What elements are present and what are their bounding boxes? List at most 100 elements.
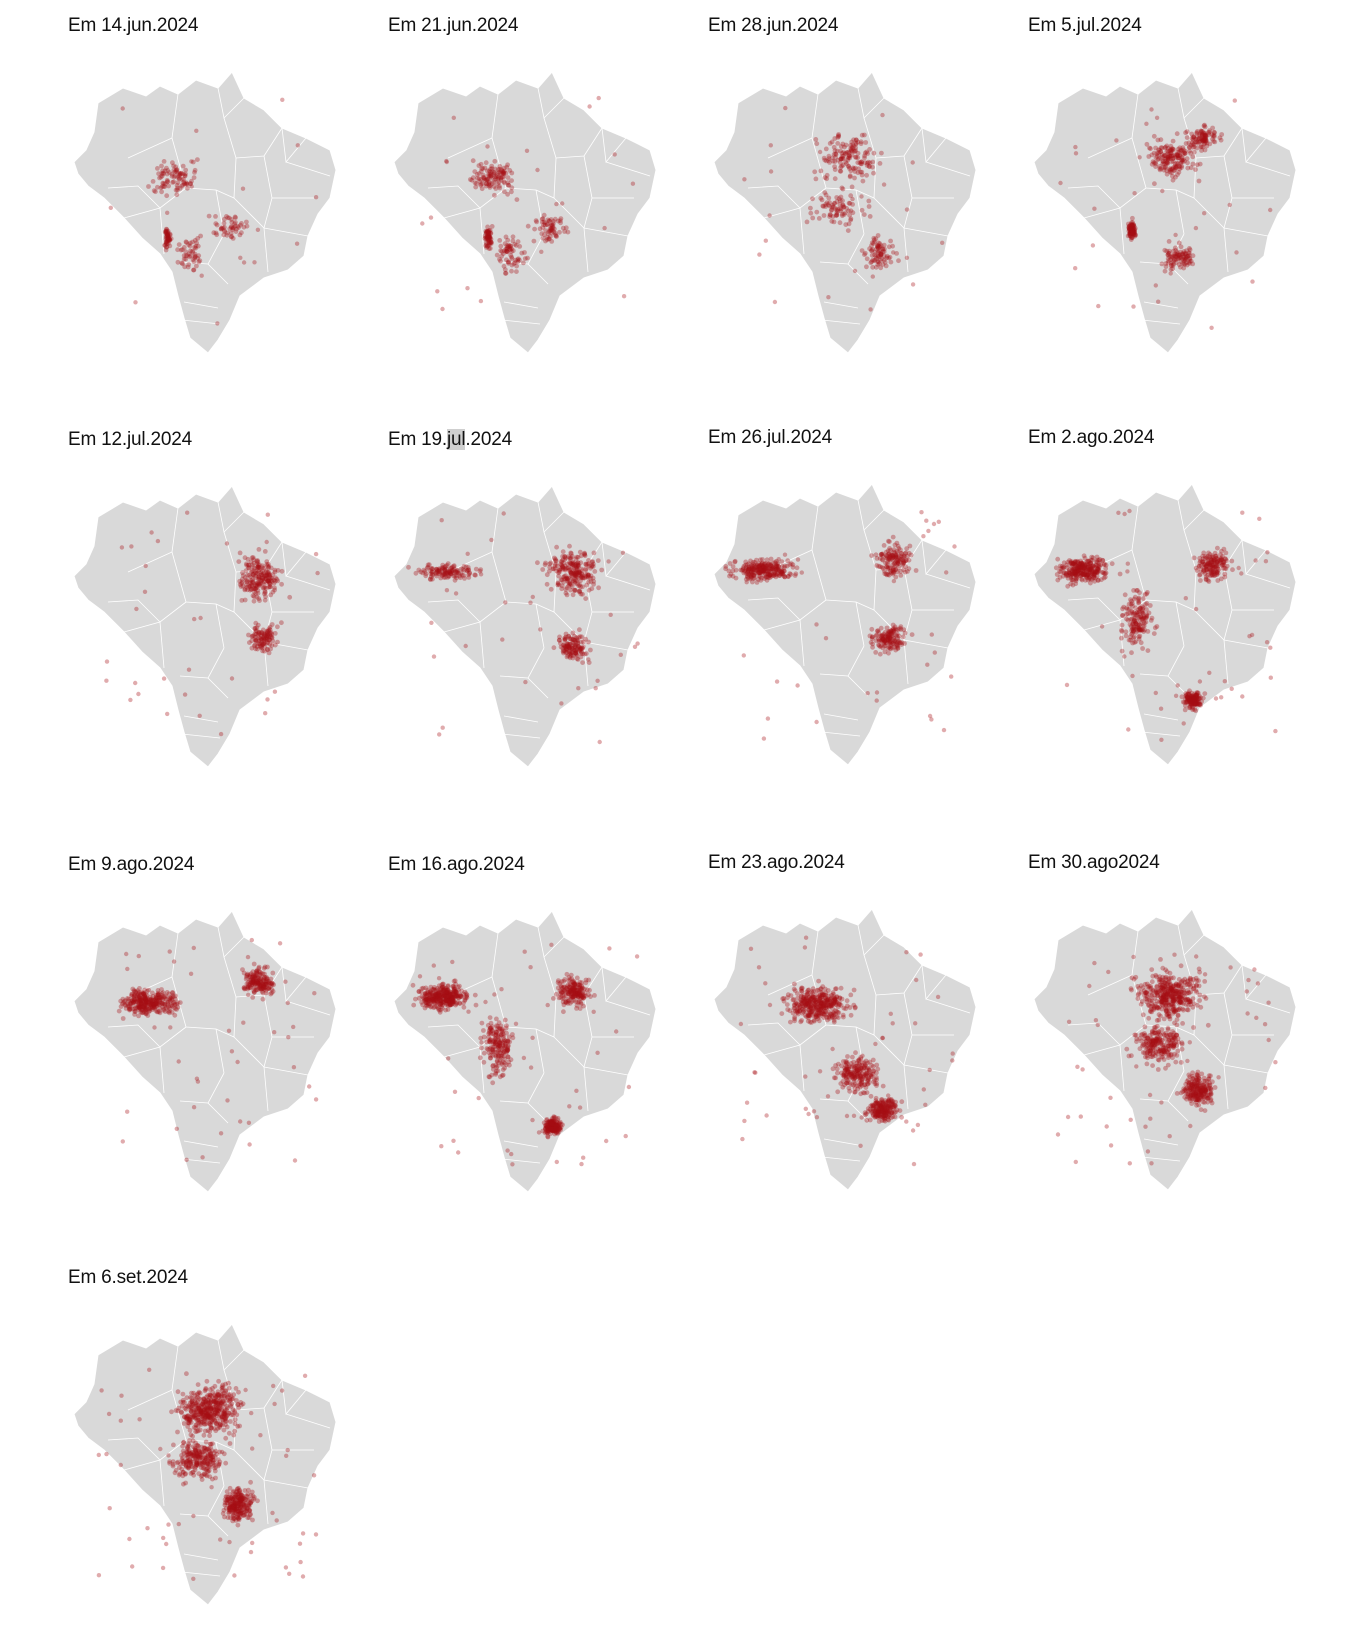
fire-point bbox=[120, 545, 124, 549]
fire-point bbox=[1073, 145, 1077, 149]
fire-point bbox=[188, 249, 193, 254]
fire-point bbox=[268, 581, 273, 586]
fire-point bbox=[890, 633, 895, 638]
fire-point bbox=[479, 162, 484, 167]
fire-point bbox=[818, 150, 822, 154]
fire-point bbox=[869, 248, 874, 253]
fire-point bbox=[576, 644, 581, 649]
fire-point bbox=[1123, 592, 1128, 597]
brazil-map bbox=[68, 58, 368, 378]
fire-point bbox=[929, 717, 933, 721]
fire-point bbox=[1201, 569, 1206, 574]
fire-point bbox=[1152, 160, 1157, 165]
fire-point bbox=[1169, 159, 1174, 164]
fire-point bbox=[479, 572, 483, 576]
fire-point bbox=[742, 569, 747, 574]
fire-point bbox=[1141, 605, 1146, 610]
fire-point bbox=[571, 592, 576, 597]
fire-point bbox=[1079, 577, 1084, 582]
fire-point bbox=[622, 294, 626, 298]
fire-point bbox=[876, 628, 881, 633]
fire-point bbox=[606, 559, 610, 563]
map-panel: Em 12.jul.2024 bbox=[68, 428, 368, 808]
fire-point bbox=[494, 1069, 499, 1074]
fire-point bbox=[132, 1009, 137, 1014]
fire-point bbox=[146, 184, 151, 189]
fire-point bbox=[1171, 147, 1176, 152]
fire-point bbox=[453, 978, 458, 983]
fire-point bbox=[843, 222, 848, 227]
fire-point bbox=[1058, 181, 1062, 185]
fire-point bbox=[498, 1043, 503, 1048]
fire-point bbox=[550, 228, 555, 233]
fire-point bbox=[1230, 567, 1235, 572]
fire-point bbox=[160, 181, 165, 186]
fire-point bbox=[862, 155, 867, 160]
fire-point bbox=[525, 256, 530, 261]
fire-point bbox=[898, 641, 903, 646]
fire-point bbox=[932, 522, 936, 526]
fire-point bbox=[189, 159, 193, 163]
fire-point bbox=[777, 557, 781, 561]
fire-point bbox=[1179, 165, 1184, 170]
fire-point bbox=[1250, 279, 1254, 283]
fire-point bbox=[506, 260, 511, 265]
fire-point bbox=[473, 573, 478, 578]
fire-point bbox=[853, 269, 857, 273]
fire-point bbox=[1103, 571, 1108, 576]
fire-point bbox=[621, 551, 625, 555]
fire-point bbox=[564, 225, 569, 230]
fire-point bbox=[421, 568, 426, 573]
fire-point bbox=[174, 192, 179, 197]
fire-point bbox=[263, 965, 268, 970]
fire-point bbox=[497, 238, 502, 243]
fire-point bbox=[588, 648, 593, 653]
fire-point bbox=[1122, 654, 1126, 658]
fire-point bbox=[1224, 551, 1229, 556]
fire-point bbox=[494, 1050, 499, 1055]
fire-point bbox=[1215, 578, 1220, 583]
fire-point bbox=[828, 213, 833, 218]
fire-point bbox=[599, 568, 604, 573]
fire-point bbox=[247, 1142, 251, 1146]
fire-point bbox=[143, 590, 147, 594]
fire-point bbox=[165, 211, 169, 215]
fire-point bbox=[262, 580, 267, 585]
fire-point bbox=[838, 160, 843, 165]
fire-point bbox=[523, 680, 527, 684]
brazil-land bbox=[394, 486, 656, 767]
fire-point bbox=[314, 195, 318, 199]
fire-point bbox=[129, 992, 134, 997]
fire-point bbox=[854, 138, 859, 143]
fire-point bbox=[152, 188, 157, 193]
fire-point bbox=[874, 634, 879, 639]
fire-point bbox=[1240, 511, 1244, 515]
fire-point bbox=[1257, 517, 1261, 521]
fire-point bbox=[876, 250, 881, 255]
fire-point bbox=[876, 246, 881, 251]
fire-point bbox=[279, 582, 284, 587]
fire-point bbox=[910, 632, 915, 637]
fire-point bbox=[890, 244, 895, 249]
fire-point bbox=[1127, 638, 1132, 643]
fire-point bbox=[728, 561, 733, 566]
fire-point bbox=[487, 1028, 492, 1033]
fire-point bbox=[534, 218, 539, 223]
fire-point bbox=[245, 224, 250, 229]
fire-point bbox=[1116, 511, 1120, 515]
fire-point bbox=[555, 583, 560, 588]
fire-point bbox=[878, 645, 882, 649]
fire-point bbox=[406, 565, 411, 570]
fire-point bbox=[483, 166, 488, 171]
fire-point bbox=[314, 1097, 318, 1101]
fire-point bbox=[876, 564, 881, 569]
fire-point bbox=[814, 210, 819, 215]
fire-point bbox=[291, 1025, 295, 1029]
fire-point bbox=[186, 242, 191, 247]
fire-point bbox=[429, 215, 433, 219]
fire-point bbox=[487, 231, 492, 236]
fire-point bbox=[245, 972, 250, 977]
fire-point bbox=[1054, 565, 1059, 570]
fire-point bbox=[121, 1016, 126, 1021]
fire-point bbox=[433, 992, 438, 997]
